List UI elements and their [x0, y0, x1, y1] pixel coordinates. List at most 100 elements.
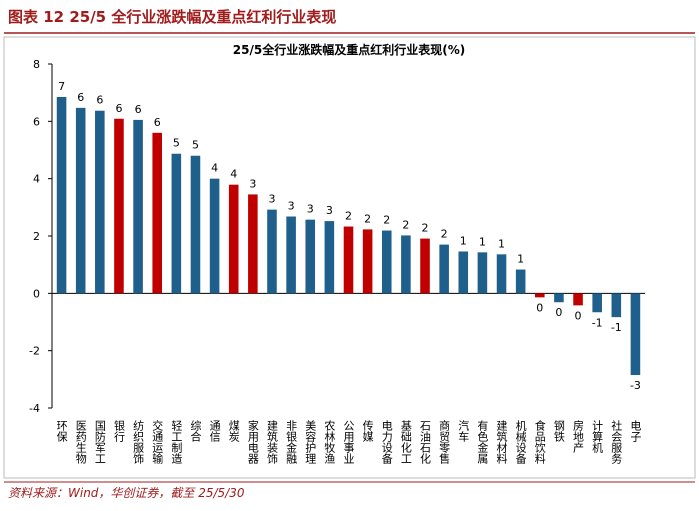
bar: [362, 229, 373, 294]
source-note: 资料来源：Wind，华创证券，截至 25/5/30: [8, 486, 245, 500]
value-label: 1: [517, 253, 524, 266]
value-label: 0: [555, 306, 562, 319]
value-label: 1: [498, 237, 505, 250]
bar: [554, 293, 564, 303]
y-tick-label: 8: [33, 58, 40, 71]
value-label: 3: [268, 193, 275, 206]
y-tick-label: 0: [33, 287, 40, 300]
value-label: 6: [135, 103, 142, 116]
x-tick-label: 房地产: [572, 420, 585, 454]
x-tick-label: 食品饮料: [533, 419, 546, 465]
x-tick-label: 美容护理: [304, 420, 317, 464]
value-label: 6: [115, 102, 122, 115]
bar: [381, 230, 392, 294]
x-tick-label: 电力设备: [380, 420, 393, 465]
value-label: 2: [364, 212, 371, 225]
x-tick-label: 基础化工: [399, 420, 412, 464]
x-tick-label: 交通运输: [151, 419, 164, 465]
value-label: 2: [383, 214, 390, 227]
value-label: 3: [307, 203, 314, 216]
x-tick-label: 纺织服饰: [132, 419, 145, 464]
bar: [630, 293, 641, 376]
x-tick-label: 公用事业: [342, 420, 355, 464]
value-label: 7: [58, 80, 65, 93]
x-tick-label: 社会服务: [610, 419, 623, 464]
value-label: 5: [192, 139, 199, 152]
value-label: 0: [536, 301, 543, 314]
value-label: 2: [402, 218, 409, 231]
bar: [228, 184, 239, 294]
bar: [496, 254, 507, 294]
x-tick-label: 石油石化: [419, 420, 432, 465]
x-tick-label: 钢铁: [552, 420, 565, 442]
page-title: 图表 12 25/5 全行业涨跌幅及重点红利行业表现: [8, 8, 336, 26]
x-tick-label: 非银金融: [285, 420, 298, 465]
bar: [515, 269, 526, 294]
value-label: 3: [288, 200, 295, 213]
x-tick-label: 传媒: [361, 420, 374, 443]
y-tick-label: 6: [33, 115, 40, 128]
x-tick-label: 家用电器: [246, 419, 259, 465]
bar: [190, 155, 201, 294]
x-tick-label: 医药生物: [74, 420, 87, 464]
x-tick-label: 银行: [112, 419, 125, 443]
bar: [458, 251, 469, 294]
x-tick-label: 通信: [208, 420, 221, 443]
x-tick-label: 汽车: [457, 419, 470, 443]
value-label: 3: [326, 204, 333, 217]
bar: [439, 244, 449, 294]
value-label: 2: [441, 228, 448, 241]
value-label: -3: [630, 379, 641, 392]
value-label: 2: [422, 222, 429, 235]
x-tick-label: 建筑材料: [495, 419, 508, 465]
x-tick-label: 农林牧渔: [323, 419, 336, 465]
bar: [248, 194, 258, 294]
y-tick-label: 4: [33, 173, 40, 186]
x-tick-label: 计算机: [591, 420, 604, 453]
bar: [401, 235, 411, 294]
x-tick-label: 煤炭: [227, 420, 240, 443]
value-label: 6: [77, 91, 84, 104]
value-label: 4: [230, 168, 237, 181]
bar: [535, 293, 545, 298]
x-tick-label: 电子: [629, 420, 642, 442]
bar: [286, 216, 296, 294]
value-label: 6: [154, 116, 161, 129]
value-label: -1: [611, 321, 622, 334]
value-label: 3: [249, 177, 256, 190]
bar: [420, 238, 430, 294]
bar: [324, 221, 335, 294]
value-label: 6: [96, 94, 103, 107]
y-tick-label: -2: [29, 345, 40, 358]
x-tick-label: 环保: [55, 420, 68, 443]
bar: [75, 107, 86, 294]
value-label: 4: [211, 162, 218, 175]
x-tick-label: 建筑装饰: [265, 419, 278, 464]
bar: [573, 293, 583, 306]
value-label: 1: [479, 235, 486, 248]
bar: [209, 178, 220, 294]
bar: [152, 132, 162, 294]
y-tick-label: -4: [29, 402, 40, 415]
bar: [477, 252, 488, 294]
bar: [611, 293, 622, 318]
bar: [56, 96, 67, 294]
bar: [343, 226, 354, 294]
value-label: 0: [575, 309, 582, 322]
x-tick-label: 商贸零售: [438, 419, 451, 465]
value-label: 1: [460, 234, 467, 247]
x-tick-label: 轻工制造: [170, 419, 183, 464]
y-tick-label: 2: [33, 230, 40, 243]
value-label: 5: [173, 137, 180, 150]
bar: [171, 153, 182, 294]
bar: [267, 209, 277, 294]
chart-frame: [3, 36, 696, 479]
value-label: -1: [592, 316, 603, 329]
bar: [114, 118, 124, 294]
bar: [305, 219, 316, 294]
value-label: 2: [345, 210, 352, 223]
bar: [95, 110, 105, 294]
x-tick-label: 有色金属: [476, 419, 489, 465]
